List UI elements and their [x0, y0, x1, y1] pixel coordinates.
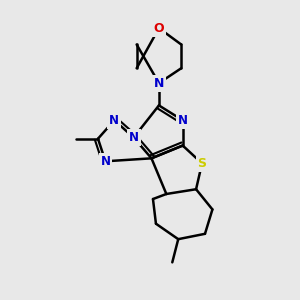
Text: O: O: [154, 22, 164, 34]
Text: N: N: [129, 131, 139, 144]
Text: S: S: [197, 157, 206, 170]
Text: N: N: [154, 76, 164, 90]
Text: N: N: [100, 155, 110, 168]
Text: N: N: [178, 114, 188, 127]
Text: N: N: [109, 114, 119, 127]
